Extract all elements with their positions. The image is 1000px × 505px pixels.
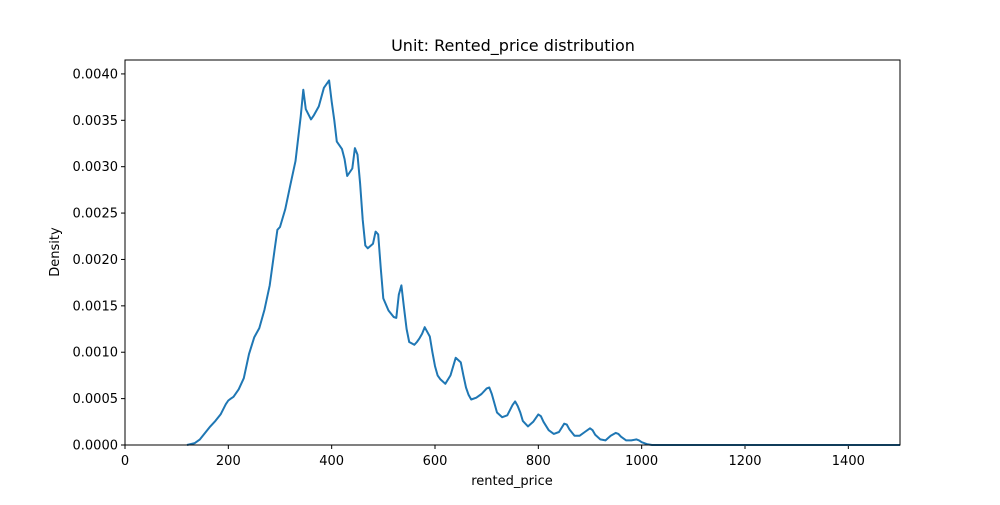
x-tick-label: 0 [121, 454, 129, 469]
y-tick-label: 0.0015 [73, 299, 119, 314]
y-tick-label: 0.0010 [73, 346, 119, 361]
y-tick-label: 0.0005 [73, 392, 119, 407]
y-axis-label: Density [48, 227, 63, 277]
x-tick-label: 1400 [832, 454, 865, 469]
x-tick-label: 400 [319, 454, 344, 469]
chart-title: Unit: Rented_price distribution [391, 36, 635, 56]
y-tick-label: 0.0035 [73, 114, 119, 129]
x-tick-label: 1000 [625, 454, 658, 469]
y-tick-label: 0.0025 [73, 207, 119, 222]
density-line [186, 79, 900, 446]
x-tick-label: 800 [526, 454, 551, 469]
x-axis-label: rented_price [471, 474, 553, 489]
x-tick-label: 1200 [728, 454, 761, 469]
y-axis-ticks: 0.0000 0.0005 0.0010 0.0015 0.0020 0.0025 0.00… [73, 67, 125, 454]
y-tick-label: 0.0040 [73, 67, 119, 82]
y-tick-label: 0.0030 [73, 160, 119, 175]
y-tick-label: 0.0020 [73, 253, 119, 268]
x-tick-label: 600 [423, 454, 448, 469]
plot-frame [124, 59, 901, 446]
x-axis-ticks: 0 200 400 600 800 1000 1200 1400 [121, 445, 865, 469]
x-tick-label: 200 [216, 454, 241, 469]
y-tick-label: 0.0000 [73, 439, 119, 454]
